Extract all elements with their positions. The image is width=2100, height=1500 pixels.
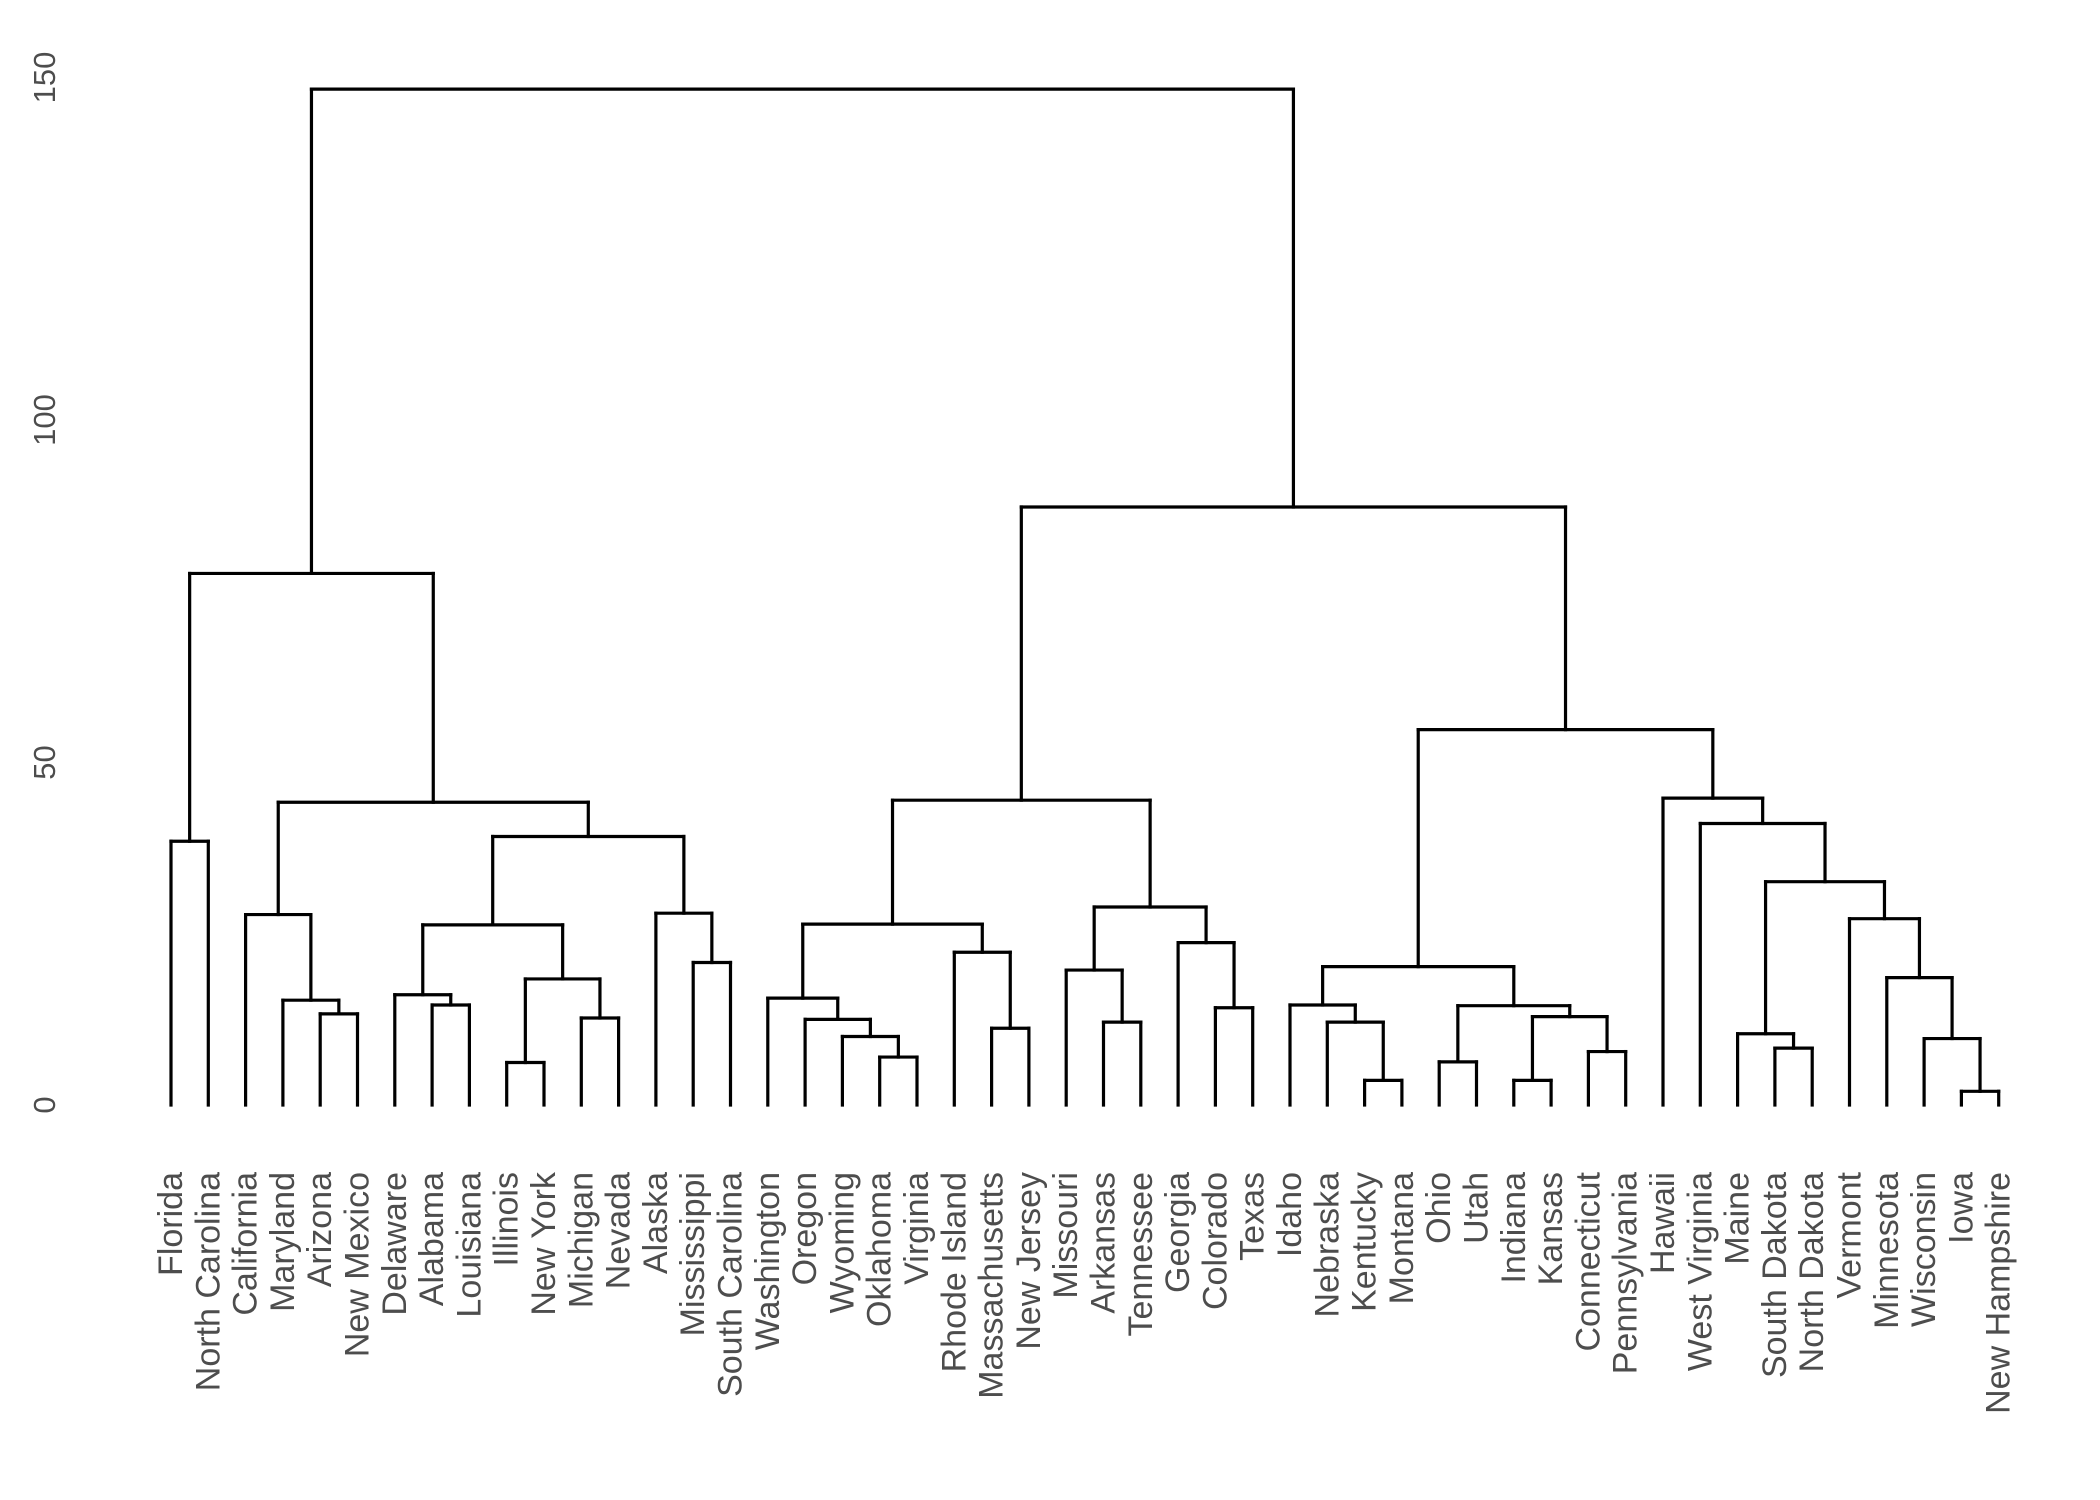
y-tick-label: 150 — [27, 52, 62, 104]
leaf-label: California — [227, 1172, 265, 1316]
y-tick-label: 0 — [27, 1096, 62, 1113]
leaf-label: New Hampshire — [1980, 1172, 2018, 1414]
dendrogram-links — [169, 87, 2001, 1107]
leaf-label: Iowa — [1942, 1172, 1980, 1244]
leaf-label: New Jersey — [1010, 1172, 1048, 1350]
leaf-label: Montana — [1383, 1172, 1421, 1304]
leaf-label: Alabama — [413, 1172, 451, 1306]
leaf-label: Colorado — [1196, 1172, 1234, 1310]
leaf-label: Tennessee — [1122, 1172, 1160, 1336]
leaf-label: North Dakota — [1793, 1172, 1831, 1372]
leaf-label: Missouri — [1047, 1172, 1085, 1299]
leaf-label: Washington — [749, 1172, 787, 1350]
leaf-label: Vermont — [1831, 1171, 1869, 1298]
leaf-label: Utah — [1458, 1172, 1496, 1244]
leaf-label: Idaho — [1271, 1172, 1309, 1257]
leaf-label: Georgia — [1159, 1172, 1197, 1293]
leaf-label: Florida — [152, 1172, 190, 1276]
leaf-label: Wisconsin — [1905, 1172, 1943, 1327]
leaf-label: Michigan — [562, 1172, 600, 1308]
leaf-label: Kentucky — [1346, 1172, 1384, 1312]
leaf-label: South Carolina — [712, 1172, 750, 1397]
leaf-label: North Carolina — [189, 1172, 227, 1391]
leaf-label: Maine — [1719, 1172, 1757, 1265]
leaf-label: Minnesota — [1868, 1172, 1906, 1329]
leaf-label: Arizona — [301, 1172, 339, 1287]
leaf-labels: Florida North Carolina California Maryland A… — [152, 1171, 2018, 1414]
leaf-label: Maryland — [264, 1172, 302, 1312]
leaf-label: Alaska — [637, 1172, 675, 1274]
leaf-label: Illinois — [488, 1172, 526, 1266]
leaf-label: Arkansas — [1085, 1172, 1123, 1314]
y-tick-label: 100 — [27, 394, 62, 446]
leaf-label: Oklahoma — [861, 1172, 899, 1327]
leaf-label: Indiana — [1495, 1172, 1533, 1284]
leaf-label: Louisiana — [450, 1172, 488, 1318]
y-axis: 0 50 100 150 — [27, 52, 62, 1114]
leaf-label: Massachusetts — [973, 1172, 1011, 1399]
leaf-label: Wyoming — [823, 1172, 861, 1313]
leaf-label: Hawaii — [1644, 1172, 1682, 1274]
leaf-label: Kansas — [1532, 1172, 1570, 1285]
leaf-label: Virginia — [898, 1172, 936, 1285]
leaf-label: Oregon — [786, 1172, 824, 1285]
leaf-label: Delaware — [376, 1172, 414, 1316]
leaf-label: Texas — [1234, 1172, 1272, 1261]
leaf-label: Rhode Island — [935, 1172, 973, 1372]
leaf-label: Mississippi — [674, 1172, 712, 1336]
leaf-label: Connecticut — [1569, 1171, 1607, 1351]
leaf-label: Pennsylvania — [1607, 1172, 1645, 1374]
leaf-label: Ohio — [1420, 1172, 1458, 1244]
leaf-label: Nevada — [600, 1172, 638, 1289]
leaf-label: West Virginia — [1681, 1172, 1719, 1371]
leaf-label: New Mexico — [339, 1172, 377, 1357]
y-tick-label: 50 — [27, 745, 62, 779]
leaf-label: Nebraska — [1308, 1172, 1346, 1318]
leaf-label: South Dakota — [1756, 1172, 1794, 1378]
leaf-label: New York — [525, 1171, 563, 1316]
